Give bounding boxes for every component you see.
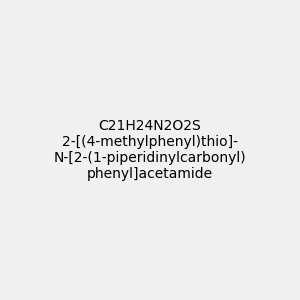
- Text: C21H24N2O2S
2-[(4-methylphenyl)thio]-
N-[2-(1-piperidinylcarbonyl)
phenyl]acetam: C21H24N2O2S 2-[(4-methylphenyl)thio]- N-…: [54, 119, 246, 181]
